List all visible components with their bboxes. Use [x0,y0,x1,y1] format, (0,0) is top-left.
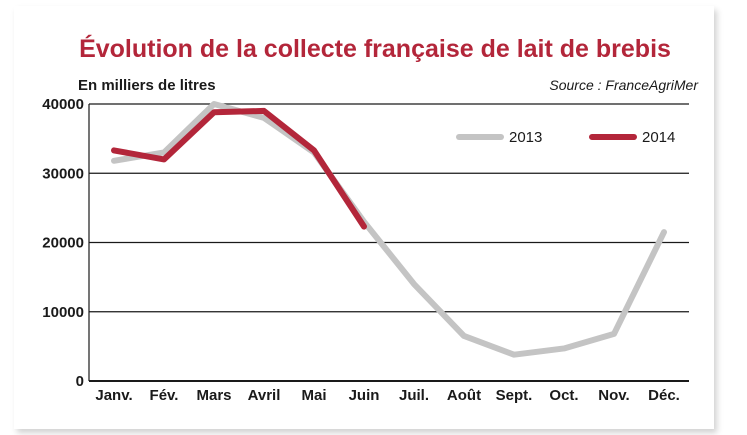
series-lines [111,101,667,358]
x-tick-label: Mars [196,387,231,404]
chart-title: Évolution de la collecte française de la… [79,34,671,63]
x-tick-label: Oct. [549,387,578,404]
x-tick-label: Avril [248,387,281,404]
legend-label-2013: 2013 [509,129,542,146]
x-tick-label: Août [447,387,481,404]
x-axis-ticks: Janv. Fév. Mars Avril Mai Juin Juil. Août Sept. O… [95,387,679,404]
legend-label-2014: 2014 [642,129,675,146]
x-tick-label: Fév. [150,387,179,404]
line-chart: Évolution de la collecte française de la… [42,34,699,404]
x-tick-label: Déc. [648,387,680,404]
y-tick-label: 0 [76,373,84,390]
x-tick-label: Juin [349,387,380,404]
series-line-2014 [111,107,367,230]
x-tick-label: Juil. [399,387,429,404]
x-tick-label: Janv. [95,387,132,404]
y-tick-label: 10000 [42,304,84,321]
chart-card: Évolution de la collecte française de la… [14,6,714,429]
y-tick-label: 40000 [42,96,84,113]
y-tick-label: 20000 [42,235,84,252]
y-tick-label: 30000 [42,165,84,182]
grid-lines [88,103,689,382]
source-label: Source : FranceAgriMer [549,77,699,93]
x-tick-label: Nov. [598,387,629,404]
x-tick-label: Mai [301,387,326,404]
series-line-2013 [111,101,667,358]
y-axis-unit-label: En milliers de litres [78,77,216,94]
legend: 2013 2014 [456,129,675,146]
y-axis-ticks: 0 10000 20000 30000 40000 [42,96,84,390]
x-tick-label: Sept. [496,387,533,404]
